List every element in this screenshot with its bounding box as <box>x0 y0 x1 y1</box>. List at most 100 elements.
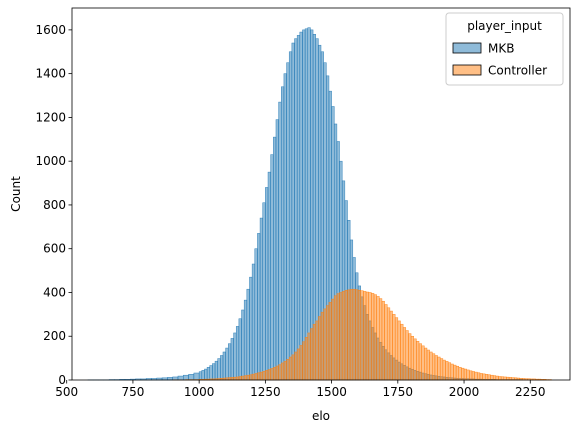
bar-controller <box>459 367 462 380</box>
bar-controller <box>300 345 303 380</box>
bar-mkb <box>231 338 234 380</box>
bar-controller <box>491 375 494 380</box>
bar-mkb <box>236 326 239 380</box>
bar-controller <box>498 377 501 381</box>
bar-controller <box>316 321 319 380</box>
bar-mkb <box>242 310 245 380</box>
bar-mkb <box>276 120 279 380</box>
bar-controller <box>400 324 403 380</box>
bar-controller <box>271 368 274 380</box>
legend-swatch-mkb <box>453 43 481 53</box>
bar-controller <box>350 289 353 380</box>
bar-controller <box>358 290 361 380</box>
bar-controller <box>496 376 499 380</box>
bar-controller <box>453 365 456 380</box>
bar-controller <box>369 292 372 380</box>
bar-controller <box>387 308 390 380</box>
bar-controller <box>342 291 345 380</box>
bar-controller <box>472 371 475 380</box>
bar-controller <box>395 318 398 380</box>
bar-controller <box>239 377 242 381</box>
bar-controller <box>308 333 311 380</box>
bar-controller <box>480 373 483 380</box>
bar-controller <box>377 296 380 380</box>
bar-controller <box>430 352 433 380</box>
legend-label-controller: Controller <box>488 64 547 78</box>
bar-controller <box>477 373 480 380</box>
x-tick-label: 500 <box>55 385 78 399</box>
bar-controller <box>427 350 430 380</box>
bar-controller <box>374 295 377 380</box>
bar-controller <box>310 329 313 380</box>
bar-controller <box>456 366 459 380</box>
bar-mkb <box>252 264 255 380</box>
bar-controller <box>276 366 279 380</box>
bar-mkb <box>239 319 242 380</box>
bar-mkb <box>268 172 271 380</box>
bar-mkb <box>260 218 263 380</box>
bar-mkb <box>273 137 276 380</box>
bar-controller <box>448 363 451 380</box>
bar-controller <box>355 290 358 380</box>
bar-controller <box>324 309 327 380</box>
bar-controller <box>244 376 247 380</box>
bar-controller <box>435 355 438 380</box>
bar-mkb <box>223 352 226 380</box>
y-tick-label: 0 <box>58 373 66 387</box>
y-tick-label: 1400 <box>35 67 66 81</box>
y-tick-label: 1600 <box>35 23 66 37</box>
bar-controller <box>451 364 454 380</box>
bar-controller <box>403 327 406 380</box>
bar-controller <box>483 374 486 380</box>
y-axis-label: Count <box>9 176 23 212</box>
bar-mkb <box>247 289 250 380</box>
bar-controller <box>265 370 268 380</box>
x-axis-label: elo <box>312 409 330 423</box>
bar-controller <box>408 334 411 380</box>
bar-controller <box>393 314 396 380</box>
bar-controller <box>432 354 435 380</box>
bar-controller <box>326 306 329 380</box>
x-tick-label: 1500 <box>316 385 347 399</box>
bar-controller <box>461 368 464 380</box>
bar-controller <box>382 301 385 380</box>
bar-controller <box>305 337 308 380</box>
bar-mkb <box>263 203 266 380</box>
x-tick-label: 750 <box>121 385 144 399</box>
bar-controller <box>363 291 366 380</box>
x-tick-label: 1750 <box>383 385 414 399</box>
bar-controller <box>385 305 388 380</box>
bar-controller <box>416 341 419 380</box>
bar-controller <box>414 339 417 380</box>
bar-controller <box>257 373 260 380</box>
bar-mkb <box>210 366 213 380</box>
bar-controller <box>419 344 422 380</box>
y-tick-label: 1000 <box>35 154 66 168</box>
bar-mkb <box>255 249 258 380</box>
x-tick-label: 1000 <box>184 385 215 399</box>
bar-controller <box>273 367 276 380</box>
legend-swatch-controller <box>453 65 481 75</box>
bar-controller <box>422 346 425 380</box>
bar-controller <box>318 317 321 380</box>
bar-controller <box>493 376 496 380</box>
bar-controller <box>347 290 350 380</box>
bar-controller <box>398 321 401 380</box>
x-tick-label: 2250 <box>515 385 546 399</box>
legend-title: player_input <box>467 19 542 33</box>
bar-controller <box>345 290 348 380</box>
bar-controller <box>249 375 252 380</box>
bar-mkb <box>204 369 207 380</box>
bar-controller <box>504 377 507 380</box>
bar-controller <box>242 376 245 380</box>
bar-controller <box>506 377 509 380</box>
bar-controller <box>279 365 282 380</box>
bar-mkb <box>244 300 247 380</box>
bar-controller <box>467 370 470 380</box>
bar-mkb <box>194 373 199 380</box>
bar-mkb <box>202 370 205 380</box>
bar-controller <box>361 291 364 380</box>
